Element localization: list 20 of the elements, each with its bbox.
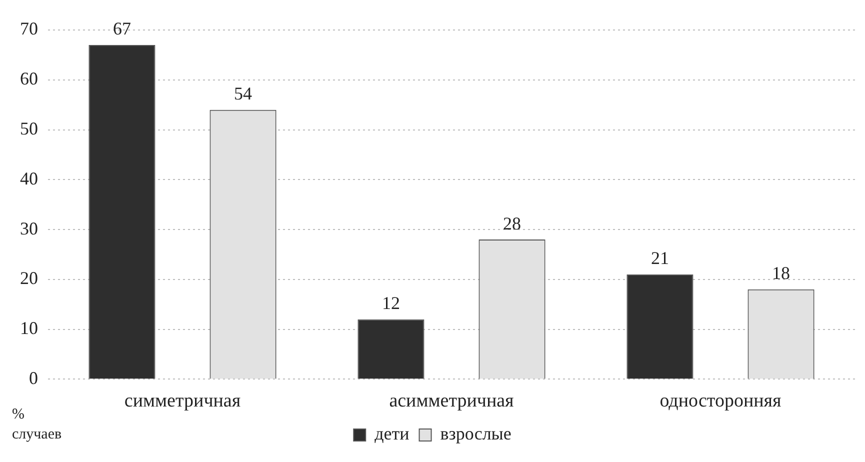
data-label: 54 xyxy=(234,84,252,104)
y-tick-label: 20 xyxy=(20,268,38,288)
y-tick-label: 0 xyxy=(29,368,38,388)
legend-label: дети xyxy=(374,424,410,444)
y-tick-label: 40 xyxy=(20,168,38,188)
data-label: 67 xyxy=(112,18,131,39)
x-tick-label: симметричная xyxy=(124,390,241,412)
legend-label: взрослые xyxy=(440,424,512,444)
data-label: 28 xyxy=(503,213,522,234)
y-tick-label: 30 xyxy=(20,218,38,238)
y-tick-label: 10 xyxy=(20,318,38,338)
data-label: 12 xyxy=(382,293,400,314)
data-label: 18 xyxy=(772,263,790,284)
data-label: 21 xyxy=(650,248,669,268)
x-tick-label: асимметричная xyxy=(389,390,514,412)
y-tick-label: 70 xyxy=(20,18,38,39)
x-tick-label: односторонняя xyxy=(660,390,782,412)
y-axis-title: % случаев xyxy=(12,406,62,443)
y-tick-label: 60 xyxy=(20,68,38,89)
y-tick-label: 50 xyxy=(20,118,38,139)
